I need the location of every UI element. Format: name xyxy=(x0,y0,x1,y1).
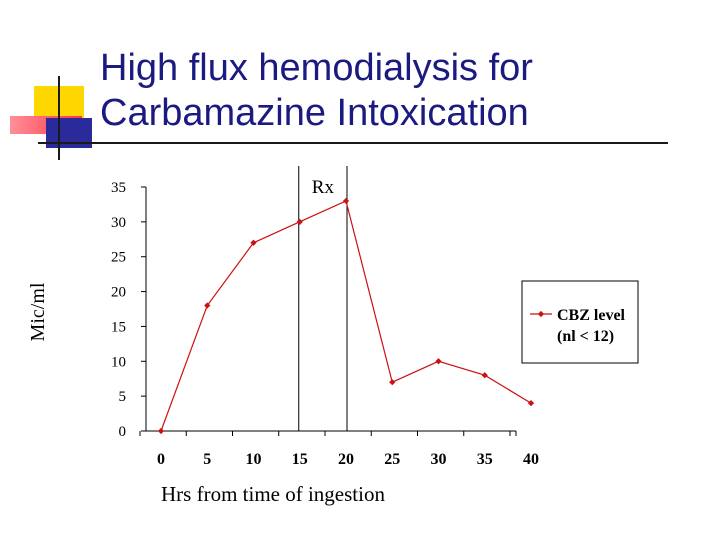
slide-title-line-2: Carbamazine Intoxication xyxy=(100,92,529,134)
x-tick-label: 25 xyxy=(384,451,400,468)
y-tick-label: 10 xyxy=(111,354,126,370)
data-point xyxy=(435,358,442,365)
data-point xyxy=(342,197,350,205)
data-point xyxy=(250,239,257,246)
slide-title: High flux hemodialysis for Carbamazine I… xyxy=(100,46,700,136)
series-cbz-level xyxy=(157,197,535,435)
y-tick-label: 20 xyxy=(111,285,126,301)
slide-title-line-1: High flux hemodialysis for xyxy=(100,47,533,89)
vertical-rule-decoration xyxy=(58,76,60,160)
legend-label-sub: (nl < 12) xyxy=(557,328,614,345)
y-axis-title: Mic/ml xyxy=(27,282,49,341)
x-tick-label: 30 xyxy=(431,451,447,468)
y-tick-label: 5 xyxy=(119,389,127,405)
x-axis-title: Hrs from time of ingestion xyxy=(161,482,385,506)
data-point xyxy=(389,379,396,386)
data-point xyxy=(527,400,535,407)
x-tick-label: 20 xyxy=(338,451,354,468)
rx-annotation: Rx xyxy=(312,177,335,198)
x-tick-label: 0 xyxy=(157,451,165,468)
y-tick-label: 35 xyxy=(111,180,126,196)
data-point xyxy=(296,218,303,225)
rx-bracket: Rx xyxy=(298,166,348,431)
y-tick-label: 25 xyxy=(111,250,126,266)
data-point xyxy=(481,372,488,379)
y-tick-label: 0 xyxy=(119,424,127,440)
chart-labels: Hrs from time of ingestion Mic/ml xyxy=(27,282,385,506)
x-tick-label: 40 xyxy=(523,451,539,468)
legend-box xyxy=(521,280,639,364)
chart-legend: CBZ level (nl < 12) xyxy=(521,280,639,364)
x-tick-label: 10 xyxy=(246,451,262,468)
x-tick-label: 5 xyxy=(203,451,211,468)
x-tick-label: 35 xyxy=(477,451,493,468)
y-tick-label: 30 xyxy=(111,215,126,231)
y-tick-label: 15 xyxy=(111,319,126,335)
horizontal-rule-decoration xyxy=(38,142,668,144)
x-tick-label: 15 xyxy=(292,451,308,468)
data-point xyxy=(157,427,165,435)
chart-axes: 0 5 10 15 20 25 30 35 0 5 10 15 20 25 30 35 40 xyxy=(111,180,539,468)
legend-label: CBZ level xyxy=(557,307,626,324)
series-line xyxy=(160,200,532,432)
